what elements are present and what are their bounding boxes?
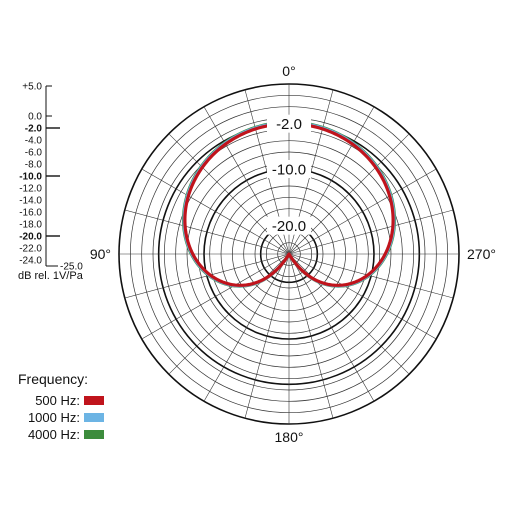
chart-labels: -2.0 -10.0 -20.0 0° 270° 180° 90° (90, 63, 496, 445)
ring-label-bg (267, 216, 311, 235)
scale-tick-label: -22.0 (19, 244, 42, 255)
grid-spoke (124, 253, 290, 299)
polar-curves (181, 120, 397, 288)
grid-spoke (288, 209, 454, 255)
grid-spoke (141, 253, 290, 340)
legend: Frequency: 500 Hz: 1000 Hz: 4000 Hz: (18, 371, 104, 442)
angle-label: 90° (90, 246, 111, 262)
scale-tick-label: -25.0 (60, 262, 83, 273)
scale-tick-label: -16.0 (19, 208, 42, 219)
ring-label: -20.0 (272, 218, 306, 235)
ring-label-bg (267, 160, 311, 178)
grid-spoke (288, 168, 437, 255)
scale-tick-label: -6.0 (25, 148, 43, 159)
db-scale: +5.00.0-2.0-4.0-6.0-8.0-10.0-12.0-14.0-1… (18, 82, 84, 283)
series-line-500hz (183, 122, 395, 287)
scale-tick-label: -18.0 (19, 220, 42, 231)
scale-tick-label: -12.0 (19, 184, 42, 195)
angle-label: 270° (467, 246, 496, 262)
grid-spoke (141, 168, 290, 255)
angle-label: 180° (275, 429, 304, 445)
angle-label: 0° (282, 63, 295, 79)
scale-tick-label: -10.0 (19, 172, 42, 183)
scale-tick-label: -8.0 (25, 160, 43, 171)
unit-label: dB rel. 1V/Pa (18, 270, 84, 282)
grid-spoke (288, 253, 410, 375)
grid-spoke (203, 253, 290, 402)
grid-spoke (288, 253, 437, 340)
legend-swatch (84, 430, 104, 439)
scale-tick-label: -4.0 (25, 136, 43, 147)
legend-title: Frequency: (18, 371, 88, 387)
polar-grid (118, 83, 460, 425)
grid-spoke (124, 209, 290, 255)
grid-spoke (244, 253, 290, 419)
grid-spoke (288, 253, 334, 419)
legend-label: 500 Hz: (35, 393, 80, 408)
scale-tick-label: 0.0 (28, 112, 42, 123)
legend-label: 4000 Hz: (28, 427, 80, 442)
ring-label: -10.0 (272, 162, 306, 179)
scale-tick-label: -24.0 (19, 256, 42, 267)
scale-tick-label: -2.0 (25, 124, 43, 135)
legend-swatch (84, 413, 104, 422)
scale-tick-label: -14.0 (19, 196, 42, 207)
ring-label: -2.0 (276, 116, 302, 133)
scale-tick-label: +5.0 (22, 82, 42, 93)
grid-spoke (168, 253, 290, 375)
grid-spoke (288, 253, 375, 402)
legend-label: 1000 Hz: (28, 410, 80, 425)
legend-swatch (84, 396, 104, 405)
scale-tick-label: -20.0 (19, 232, 42, 243)
ring-label-bg (267, 114, 311, 133)
grid-spoke (288, 253, 454, 299)
